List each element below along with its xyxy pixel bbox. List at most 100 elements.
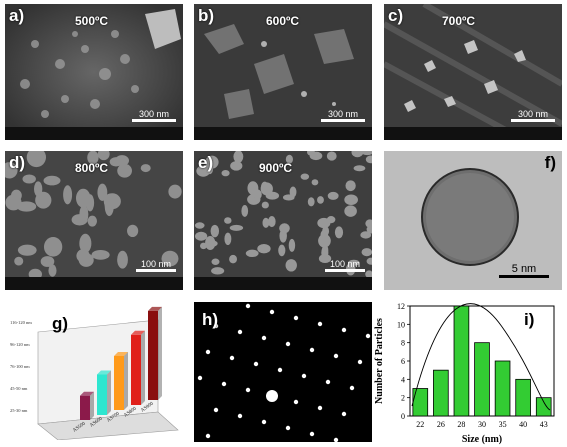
- chart-panel-g: 116-120 nm 96-120 nm 76-100 nm 45-50 nm 25-3…: [8, 302, 183, 440]
- diffraction-spot: [301, 373, 307, 379]
- scale-bar: 5 nm: [498, 263, 550, 280]
- x-tick-label: 26: [437, 420, 445, 429]
- diffraction-spot: [365, 333, 371, 339]
- diffraction-spot: [325, 379, 331, 385]
- diffraction-spot: [357, 359, 363, 365]
- panel-label: g): [52, 314, 69, 333]
- diffraction-spot: [261, 335, 267, 341]
- diffraction-spot: [341, 411, 347, 417]
- diffraction-spot: [341, 327, 347, 333]
- diffraction-spot: [309, 431, 315, 437]
- scale-bar: 100 nm: [322, 259, 368, 274]
- panel-label: e): [198, 153, 214, 172]
- y-tick-label: 4: [401, 375, 405, 384]
- diffraction-pattern: [194, 302, 372, 442]
- temperature-label: 800ºC: [75, 161, 109, 175]
- panel-label: i): [524, 310, 535, 329]
- x-tick-label: 28: [457, 420, 465, 429]
- y-tick-label: 12: [397, 302, 405, 311]
- diffraction-spot: [277, 367, 283, 373]
- x-tick-label: 30: [478, 420, 486, 429]
- tem-panel-f: f) 5 nm: [384, 151, 562, 290]
- sem-panel-b: b) 600ºC 300 nm: [194, 4, 372, 140]
- diffraction-spot: [237, 413, 243, 419]
- histogram-chart: 0 2 4 6 8 10 12 22 26 28 30 35 40 43 Size (nm) Number o…: [374, 302, 555, 445]
- bar-3d: [131, 330, 145, 405]
- panel-label: b): [198, 6, 215, 25]
- histogram-bar: [433, 369, 449, 417]
- scale-bar: 300 nm: [508, 109, 558, 124]
- y-tick-label: 2: [401, 394, 405, 403]
- sem-panel-d: d) 800ºC 100 nm: [5, 151, 183, 290]
- sem-info-bar: [5, 127, 183, 140]
- scale-label: 300 nm: [327, 109, 359, 119]
- sem-panel-c: c) 700ºC 300 nm: [384, 4, 562, 140]
- x-tick-label: 43: [540, 420, 548, 429]
- bar-3d: [148, 306, 162, 400]
- saed-panel-h: h): [194, 302, 372, 442]
- histogram-bar: [494, 360, 511, 417]
- axis-tick-label: 116-120 nm: [10, 320, 32, 325]
- sem-image-c: [384, 4, 562, 140]
- diffraction-spot: [213, 323, 219, 329]
- axis-tick-label: 25-30 nm: [10, 408, 28, 413]
- tem-image-f: [384, 151, 562, 290]
- diffraction-spot: [285, 341, 291, 347]
- diffraction-spot: [293, 399, 299, 405]
- scale-label: 100 nm: [140, 259, 172, 269]
- bar-chart-3d: 116-120 nm 96-120 nm 76-100 nm 45-50 nm 25-3…: [10, 306, 179, 440]
- diffraction-spot: [293, 315, 299, 321]
- distribution-curve: [411, 303, 551, 411]
- diffraction-spot: [245, 387, 251, 393]
- scale-bar: 100 nm: [133, 259, 179, 274]
- y-tick-label: 6: [401, 357, 405, 366]
- x-tick-label: 35: [499, 420, 507, 429]
- sem-panel-e: e) 900ºC 100 nm: [194, 151, 372, 290]
- diffraction-spot: [229, 355, 235, 361]
- histogram-bar: [535, 397, 552, 417]
- x-tick-label: 40: [519, 420, 527, 429]
- y-tick-label: 8: [401, 339, 405, 348]
- diffraction-spot: [269, 309, 275, 315]
- diffraction-spot: [221, 381, 227, 387]
- scale-label: 300 nm: [138, 109, 170, 119]
- y-tick-label: 10: [397, 320, 405, 329]
- diffraction-spot: [205, 433, 211, 439]
- x-axis-label: Size (nm): [462, 434, 502, 445]
- diffraction-spot: [197, 375, 203, 381]
- sem-image-e: [194, 151, 372, 290]
- diffraction-spot: [333, 437, 339, 442]
- axis-tick-label: 76-100 nm: [10, 364, 30, 369]
- bar-3d: [97, 370, 111, 415]
- diffraction-spot: [205, 349, 211, 355]
- panel-label: f): [544, 153, 556, 172]
- scale-bar: 300 nm: [318, 109, 368, 124]
- diffraction-spot: [237, 329, 243, 335]
- sem-panel-a: a) 500ºC 300 nm: [5, 4, 183, 140]
- bar-3d: [80, 391, 94, 420]
- chart-panel-i: 0 2 4 6 8 10 12 22 26 28 30 35 40 43 Size (nm) Number o…: [372, 298, 564, 446]
- histogram-bar: [515, 378, 531, 417]
- axis-tick-label: 45-50 nm: [10, 386, 28, 391]
- temperature-label: 900ºC: [259, 161, 293, 175]
- sem-image-a: [5, 4, 183, 140]
- diffraction-spot: [245, 303, 251, 309]
- panel-label: h): [202, 310, 219, 329]
- sem-info-bar: [194, 277, 372, 290]
- histogram-bar: [453, 305, 470, 417]
- diffraction-spot: [309, 347, 315, 353]
- temperature-label: 600ºC: [266, 14, 300, 28]
- sem-image-b: [194, 4, 372, 140]
- sem-info-bar: [5, 277, 183, 290]
- panel-label: c): [388, 6, 404, 25]
- scale-label: 5 nm: [511, 263, 537, 275]
- diffraction-spot: [253, 361, 259, 367]
- diffraction-spot: [261, 419, 267, 425]
- central-beam: [266, 390, 278, 402]
- histogram-bar: [474, 342, 490, 417]
- y-axis-label: Number of Particles: [374, 318, 385, 404]
- sem-info-bar: [384, 127, 562, 140]
- sem-image-d: [5, 151, 183, 290]
- diffraction-spot: [317, 321, 323, 327]
- sem-info-bar: [194, 127, 372, 140]
